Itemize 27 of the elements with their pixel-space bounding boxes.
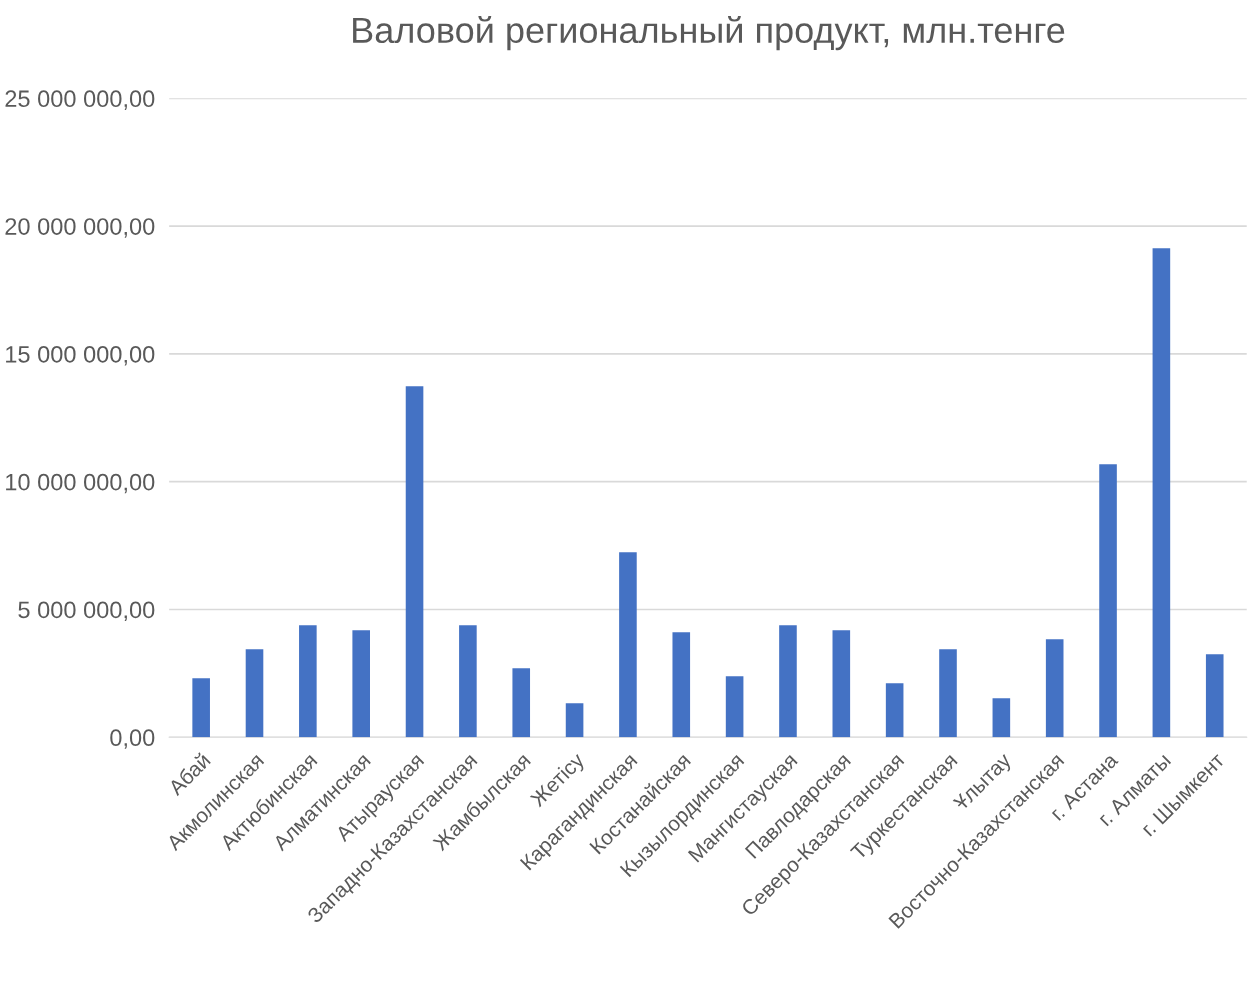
bar: [192, 678, 210, 738]
bar: [885, 683, 904, 738]
bar: [1205, 654, 1224, 738]
y-tick-label: 20 000 000,00: [5, 218, 155, 238]
bar: [459, 625, 477, 738]
bar: [939, 649, 957, 738]
bar: [565, 703, 584, 738]
bar: [352, 630, 370, 738]
chart-title: Валовой региональный продукт, млн.тенге: [353, 15, 1065, 51]
bar: [832, 630, 851, 738]
y-tick-label: 5 000 000,00: [18, 601, 155, 622]
bar: [512, 668, 531, 738]
y-tick-label: 0,00: [110, 729, 155, 749]
bar: [992, 698, 1011, 738]
bar: [725, 676, 744, 738]
y-tick-label: 15 000 000,00: [6, 345, 155, 366]
bar: [779, 625, 797, 738]
bar: [299, 625, 317, 738]
bar: [672, 632, 691, 738]
bar: [405, 386, 424, 738]
bar: [619, 552, 637, 738]
y-tick-label: 25 000 000,00: [5, 90, 155, 110]
bar: [1045, 639, 1064, 738]
bar: [245, 649, 264, 738]
bar: [1099, 464, 1117, 738]
y-tick-label: 10 000 000,00: [6, 473, 155, 494]
bar: [1152, 248, 1171, 738]
